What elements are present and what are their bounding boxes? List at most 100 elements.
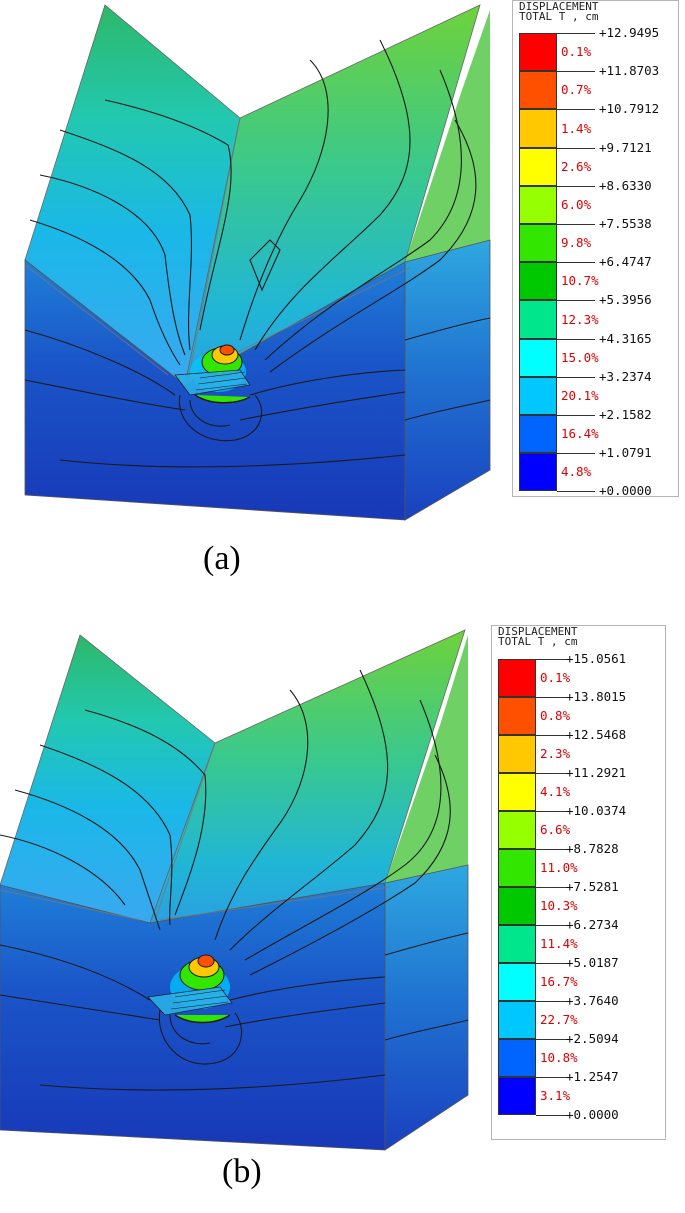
legend-color-swatch xyxy=(498,697,536,735)
legend-tick xyxy=(536,887,568,888)
legend-color-swatch xyxy=(519,109,557,148)
legend-tick xyxy=(557,453,595,455)
legend-color-swatch xyxy=(498,659,536,697)
legend-color-swatch xyxy=(519,224,557,263)
legend-color-swatch xyxy=(498,849,536,887)
legend-tick xyxy=(557,224,595,225)
legend-color-swatch xyxy=(498,963,536,1001)
legend-level-value: +9.7121 xyxy=(599,139,652,155)
legend-percent: 1.4% xyxy=(561,120,592,136)
legend-percent: 15.0% xyxy=(561,349,599,365)
legend-level-value: +2.1582 xyxy=(599,407,652,422)
legend-percent: 10.7% xyxy=(561,273,599,289)
legend-percent: 12.3% xyxy=(561,311,599,327)
legend-level-value: +0.0000 xyxy=(566,1107,619,1122)
legend-color-swatch xyxy=(519,147,557,186)
legend-level-value: +2.5094 xyxy=(566,1031,619,1046)
legend-color-swatch xyxy=(519,453,557,492)
legend-percent: 6.6% xyxy=(540,822,571,837)
legend-percent: 0.8% xyxy=(540,708,571,723)
legend-level-value: +0.0000 xyxy=(599,483,652,499)
legend-percent: 4.8% xyxy=(561,464,592,480)
legend-tick xyxy=(557,415,595,416)
legend-level-value: +13.8015 xyxy=(566,689,627,704)
legend-percent: 0.1% xyxy=(540,670,571,685)
legend-percent: 11.0% xyxy=(540,860,578,875)
legend-color-swatch xyxy=(498,811,536,849)
legend-tick xyxy=(536,659,568,660)
legend-percent: 4.1% xyxy=(540,784,571,799)
legend-level-value: +12.9495 xyxy=(599,25,660,40)
legend-tick xyxy=(536,963,568,964)
legend-tick xyxy=(536,773,568,774)
legend-color-swatch xyxy=(498,773,536,811)
legend-tick xyxy=(536,697,568,698)
legend-color-swatch xyxy=(519,376,557,415)
legend-tick xyxy=(557,33,595,34)
legend-level-value: +11.2921 xyxy=(566,765,627,780)
legend-level-value: +7.5538 xyxy=(599,216,652,231)
legend-color-swatch xyxy=(519,338,557,377)
legend-title: DISPLACEMENT TOTAL T , cm xyxy=(498,625,578,648)
legend-tick xyxy=(557,262,595,264)
panel-b: DISPLACEMENT TOTAL T , cm +15.0561 +13.80… xyxy=(0,615,685,1213)
legend-percent: 16.4% xyxy=(561,426,599,442)
legend-color-swatch xyxy=(519,185,557,224)
legend-percent: 2.3% xyxy=(540,746,571,761)
legend-level-value: +5.3956 xyxy=(599,292,652,308)
fem-displacement-contour-model-a xyxy=(24,4,491,521)
legend-tick xyxy=(536,849,568,850)
caption-b: (b) xyxy=(222,1153,262,1190)
legend-level-value: +11.8703 xyxy=(599,63,660,79)
legend-tick xyxy=(557,147,595,149)
legend-tick xyxy=(536,1115,568,1116)
legend-percent: 22.7% xyxy=(540,1012,578,1027)
legend-level-value: +3.7640 xyxy=(566,993,619,1008)
legend-level-value: +1.2547 xyxy=(566,1069,619,1084)
legend-color-swatch xyxy=(498,735,536,773)
legend-percent: 3.1% xyxy=(540,1088,571,1103)
legend-percent: 10.3% xyxy=(540,898,578,913)
legend-tick xyxy=(536,811,568,812)
legend-color-swatch xyxy=(498,1001,536,1039)
legend-level-value: +6.2734 xyxy=(566,917,619,932)
legend-tick xyxy=(536,1077,568,1078)
legend-tick xyxy=(557,338,595,340)
legend-level-value: +8.7828 xyxy=(566,841,619,856)
legend-percent: 11.4% xyxy=(540,936,578,951)
legend-tick xyxy=(557,376,595,378)
legend-tick xyxy=(557,109,595,111)
legend-level-value: +1.0791 xyxy=(599,445,652,461)
legend-percent: 0.1% xyxy=(561,44,592,60)
legend-tick xyxy=(536,735,568,736)
legend-percent: 9.8% xyxy=(561,235,592,251)
legend-percent: 2.6% xyxy=(561,158,592,174)
fem-displacement-contour-model-b xyxy=(0,629,469,1151)
legend-tick xyxy=(536,1001,568,1002)
legend-a: DISPLACEMENT TOTAL T , cm +12.9495 +11.87… xyxy=(512,0,679,499)
legend-level-value: +4.3165 xyxy=(599,330,652,346)
legend-level-value: +10.7912 xyxy=(599,101,660,117)
legend-tick xyxy=(536,1039,568,1040)
legend-color-swatch xyxy=(519,262,557,301)
legend-tick xyxy=(557,300,595,302)
legend-tick xyxy=(557,185,595,187)
legend-percent: 10.8% xyxy=(540,1050,578,1065)
legend-color-swatch xyxy=(519,33,557,72)
legend-level-value: +12.5468 xyxy=(566,727,627,742)
legend-level-value: +10.0374 xyxy=(566,803,627,818)
legend-color-swatch xyxy=(519,300,557,339)
legend-tick xyxy=(557,491,595,493)
legend-color-swatch xyxy=(519,71,557,110)
legend-percent: 16.7% xyxy=(540,974,578,989)
legend-color-swatch xyxy=(498,887,536,925)
legend-percent: 20.1% xyxy=(561,387,599,403)
caption-a: (a) xyxy=(203,540,241,577)
legend-level-value: +5.0187 xyxy=(566,955,619,970)
legend-level-value: +3.2374 xyxy=(599,368,652,384)
legend-color-swatch xyxy=(498,1039,536,1077)
legend-percent: 6.0% xyxy=(561,196,592,212)
legend-color-swatch xyxy=(498,1077,536,1115)
legend-percent: 0.7% xyxy=(561,82,592,98)
legend-color-swatch xyxy=(498,925,536,963)
